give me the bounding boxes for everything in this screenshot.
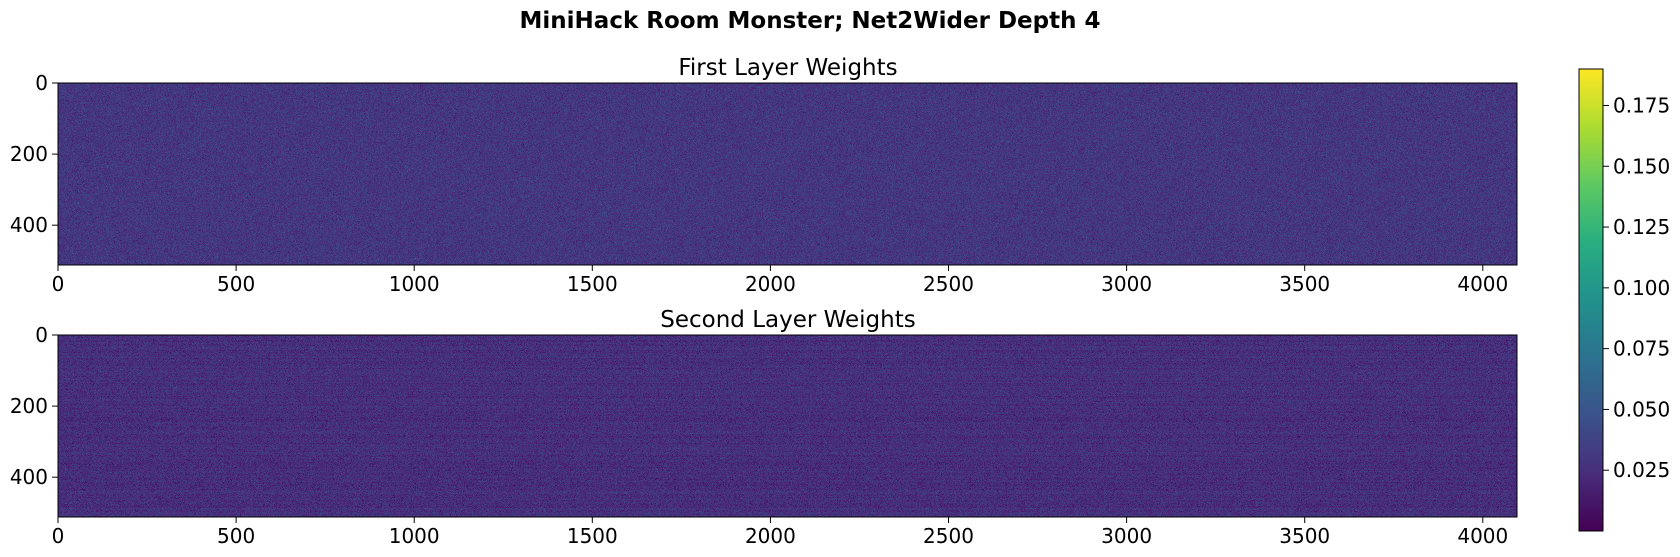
- second-layer-xtick-label: 3000: [1101, 524, 1152, 548]
- first-layer-heatmap: [58, 83, 1517, 265]
- first-layer-xtick-label: 2500: [923, 272, 974, 296]
- first-layer-frame: [57, 82, 1518, 266]
- first-layer-ytick-label: 0: [35, 71, 48, 95]
- first-layer-xtick-label: 1500: [567, 272, 618, 296]
- second-layer-ytick-label: 0: [35, 323, 48, 347]
- second-layer-xtick-label: 0: [52, 524, 65, 548]
- second-layer-xtick-label: 2500: [923, 524, 974, 548]
- first-layer-xtick-label: 3500: [1279, 272, 1330, 296]
- second-layer-xtick-label: 1000: [389, 524, 440, 548]
- colorbar: [1578, 68, 1604, 532]
- first-layer-xtick-label: 2000: [745, 272, 796, 296]
- colorbar-tick-label: 0.150: [1613, 154, 1670, 178]
- colorbar-tick-label: 0.075: [1613, 337, 1670, 361]
- first-layer-xtick-label: 4000: [1457, 272, 1508, 296]
- second-layer-heatmap: [58, 335, 1517, 517]
- colorbar-tick-label: 0.100: [1613, 276, 1670, 300]
- colorbar-tick-label: 0.025: [1613, 458, 1670, 482]
- first-layer-ytick-label: 400: [10, 213, 48, 237]
- second-layer-ytick-label: 400: [10, 465, 48, 489]
- second-layer-ytick-label: 200: [10, 394, 48, 418]
- colorbar-tick-label: 0.125: [1613, 215, 1670, 239]
- figure-title: MiniHack Room Monster; Net2Wider Depth 4: [520, 8, 1101, 34]
- second-layer-xtick-label: 3500: [1279, 524, 1330, 548]
- first-layer-title: First Layer Weights: [678, 55, 897, 81]
- second-layer-xtick-label: 500: [217, 524, 255, 548]
- first-layer-xtick-label: 500: [217, 272, 255, 296]
- first-layer-ytick-label: 200: [10, 142, 48, 166]
- second-layer-xtick-label: 4000: [1457, 524, 1508, 548]
- second-layer-frame: [57, 334, 1518, 518]
- second-layer-xtick-label: 2000: [745, 524, 796, 548]
- first-layer-xtick-label: 1000: [389, 272, 440, 296]
- colorbar-tick-label: 0.050: [1613, 397, 1670, 421]
- first-layer-xtick-label: 0: [52, 272, 65, 296]
- first-layer-xtick-label: 3000: [1101, 272, 1152, 296]
- colorbar-tick-label: 0.175: [1613, 93, 1670, 117]
- second-layer-xtick-label: 1500: [567, 524, 618, 548]
- second-layer-title: Second Layer Weights: [660, 307, 916, 333]
